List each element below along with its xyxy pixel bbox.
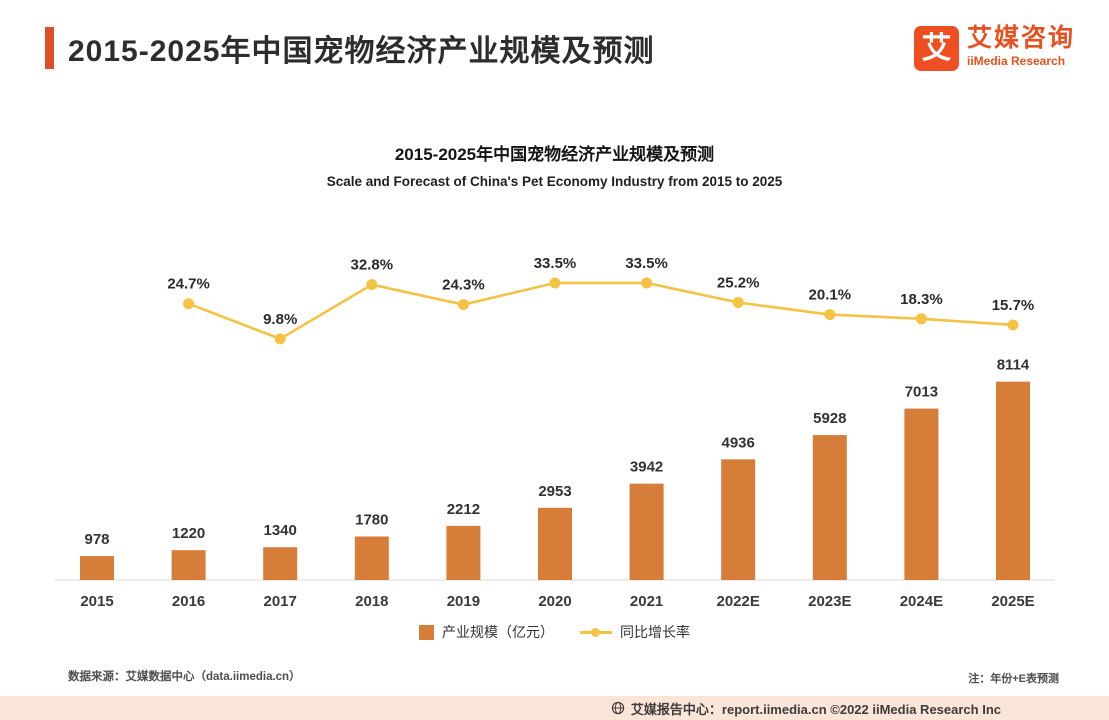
bar (904, 408, 939, 580)
x-axis-label: 2019 (447, 593, 480, 610)
combo-chart: 978 2015 1220 2016 1340 2017 1780 2018 2212 2019 2… (55, 255, 1055, 610)
bar-value-label: 8114 (997, 357, 1030, 374)
bar-value-label: 1780 (355, 511, 388, 528)
bar (171, 550, 206, 580)
line-point (183, 298, 195, 310)
bar-value-label: 5928 (813, 410, 846, 427)
title-block: 2015-2025年中国宠物经济产业规模及预测 (45, 26, 654, 70)
header: 2015-2025年中国宠物经济产业规模及预测 艾 艾媒咨询 iiMedia R… (45, 26, 1075, 71)
x-axis-label: 2020 (538, 593, 571, 610)
x-axis-label: 2022E (717, 593, 760, 610)
bar-value-label: 7013 (905, 384, 938, 401)
bar (629, 483, 664, 580)
brand-logo: 艾 艾媒咨询 iiMedia Research (913, 24, 1075, 71)
bar (812, 435, 847, 580)
bar (80, 556, 114, 580)
line-point (274, 333, 286, 345)
x-axis-label: 2023E (808, 593, 851, 610)
brand-logo-text: 艾媒咨询 iiMedia Research (966, 24, 1075, 68)
x-axis-label: 2021 (630, 593, 663, 610)
bar-value-label: 2212 (447, 501, 480, 518)
line-value-label: 24.3% (442, 277, 485, 294)
x-axis-label: 2015 (80, 593, 113, 610)
bar (538, 507, 572, 580)
bar (996, 381, 1030, 580)
line-value-label: 33.5% (625, 255, 668, 272)
bar (446, 525, 481, 580)
trend-line (188, 281, 1014, 341)
x-axis-label: 2025E (991, 593, 1034, 610)
brand-name-en: iiMedia Research (966, 54, 1066, 68)
line-value-label: 15.7% (992, 297, 1035, 314)
x-axis-label: 2017 (264, 593, 297, 610)
x-axis-label: 2024E (900, 593, 943, 610)
footer-banner-text: 艾媒报告中心：report.iimedia.cn ©2022 iiMedia R… (630, 701, 1001, 717)
bar-value-label: 1340 (264, 522, 297, 539)
line-point (641, 277, 653, 289)
line-value-label: 33.5% (534, 255, 577, 272)
forecast-note: 注：年份+E表预测 (968, 673, 1059, 685)
x-axis-label: 2016 (172, 593, 205, 610)
line-point (915, 313, 927, 325)
line-value-label: 20.1% (809, 287, 852, 304)
chart-legend: 产业规模（亿元） 同比增长率 (0, 622, 1109, 642)
footer-banner: 艾媒报告中心：report.iimedia.cn ©2022 iiMedia R… (0, 696, 1109, 720)
x-axis-label: 2018 (355, 593, 388, 610)
legend-line-label: 同比增长率 (620, 624, 690, 640)
legend-item-bar: 产业规模（亿元） (419, 622, 554, 642)
line-value-label: 25.2% (717, 275, 760, 292)
line-value-label: 24.7% (167, 276, 210, 293)
globe-icon (611, 701, 625, 715)
accent-bar (45, 27, 54, 69)
bar (354, 536, 389, 580)
line-point (549, 277, 561, 289)
brand-logo-icon: 艾 (913, 26, 959, 71)
data-source-note: 数据来源：艾媒数据中心（data.iimedia.cn） (68, 671, 301, 683)
bar-value-label: 3942 (630, 459, 663, 476)
line-value-label: 18.3% (900, 291, 943, 308)
line-point (457, 299, 469, 311)
line-value-label: 32.8% (351, 257, 394, 274)
bar-value-label: 978 (84, 531, 109, 548)
line-point (366, 279, 378, 291)
bar-value-label: 4936 (722, 434, 755, 451)
line-point (732, 297, 744, 309)
bar-value-label: 1220 (172, 525, 205, 542)
chart-subtitle: Scale and Forecast of China's Pet Econom… (326, 174, 783, 189)
brand-name-cn: 艾媒咨询 (966, 24, 1075, 52)
chart-title: 2015-2025年中国宠物经济产业规模及预测 (394, 145, 715, 164)
bar (263, 547, 298, 580)
line-point (824, 309, 836, 321)
line-value-label: 9.8% (263, 311, 297, 328)
page-title: 2015-2025年中国宠物经济产业规模及预测 (68, 35, 655, 68)
legend-item-line: 同比增长率 (580, 622, 690, 642)
line-point (1007, 319, 1019, 331)
bar-swatch-icon (419, 624, 434, 640)
legend-bar-label: 产业规模（亿元） (442, 624, 554, 640)
bar-value-label: 2953 (538, 483, 571, 500)
bar (721, 459, 756, 580)
line-swatch-icon (580, 627, 612, 637)
